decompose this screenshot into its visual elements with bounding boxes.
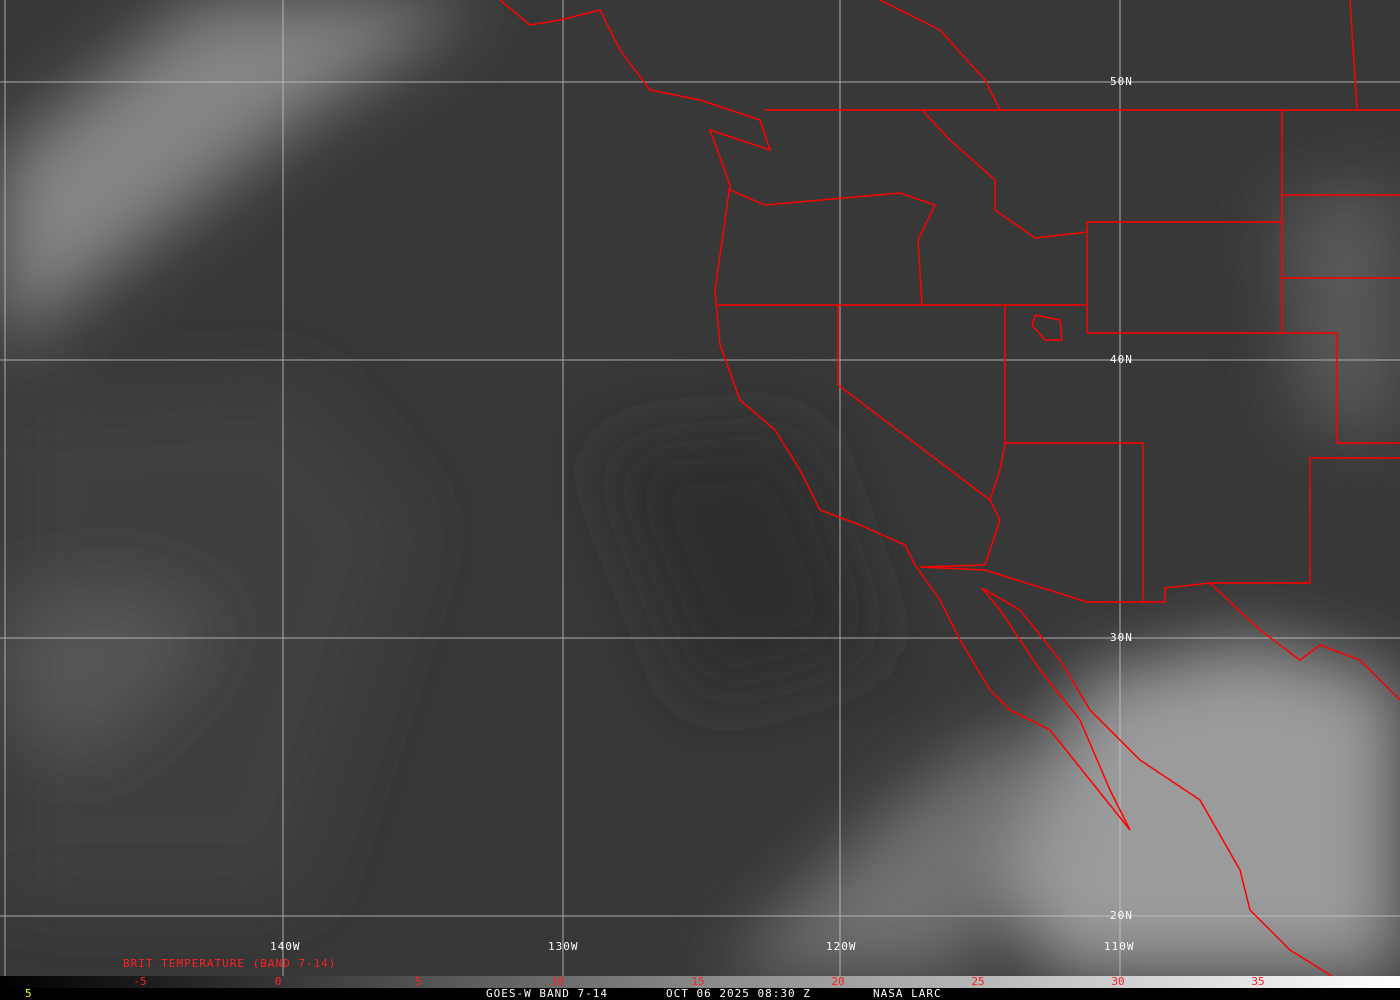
colorbar-title: BRIT TEMPERATURE (BAND 7-14): [123, 957, 337, 970]
lat-label-30n: 30N: [1110, 631, 1133, 644]
colorbar-tick: 25: [971, 975, 985, 988]
colorbar-tick: 0: [274, 975, 282, 988]
footer-product: GOES-W BAND 7-14: [486, 987, 608, 1000]
lon-label-130w: 130W: [548, 940, 579, 953]
colorbar-tick: 30: [1111, 975, 1125, 988]
coastline-and-borders: [499, 0, 1400, 1000]
colorbar-tick: 20: [831, 975, 845, 988]
lat-label-40n: 40N: [1110, 353, 1133, 366]
footer-bar: 5 GOES-W BAND 7-14 OCT 06 2025 08:30 Z N…: [0, 987, 1400, 1000]
lon-label-140w: 140W: [270, 940, 301, 953]
lat-label-50n: 50N: [1110, 75, 1133, 88]
footer-source: NASA LARC: [873, 987, 942, 1000]
colorbar-tick: 10: [551, 975, 565, 988]
footer-left-value: 5: [25, 987, 33, 1000]
colorbar-tick: 15: [691, 975, 705, 988]
temperature-colorbar: [0, 976, 1400, 988]
colorbar-tick: 35: [1251, 975, 1265, 988]
lat-lon-grid: [0, 0, 1400, 976]
lon-label-110w: 110W: [1104, 940, 1135, 953]
colorbar-tick: 5: [414, 975, 422, 988]
cloud-layer: [0, 0, 1400, 976]
colorbar-tick: -5: [133, 975, 147, 988]
footer-datetime: OCT 06 2025 08:30 Z: [666, 987, 811, 1000]
lat-label-20n: 20N: [1110, 909, 1133, 922]
lon-label-120w: 120W: [826, 940, 857, 953]
